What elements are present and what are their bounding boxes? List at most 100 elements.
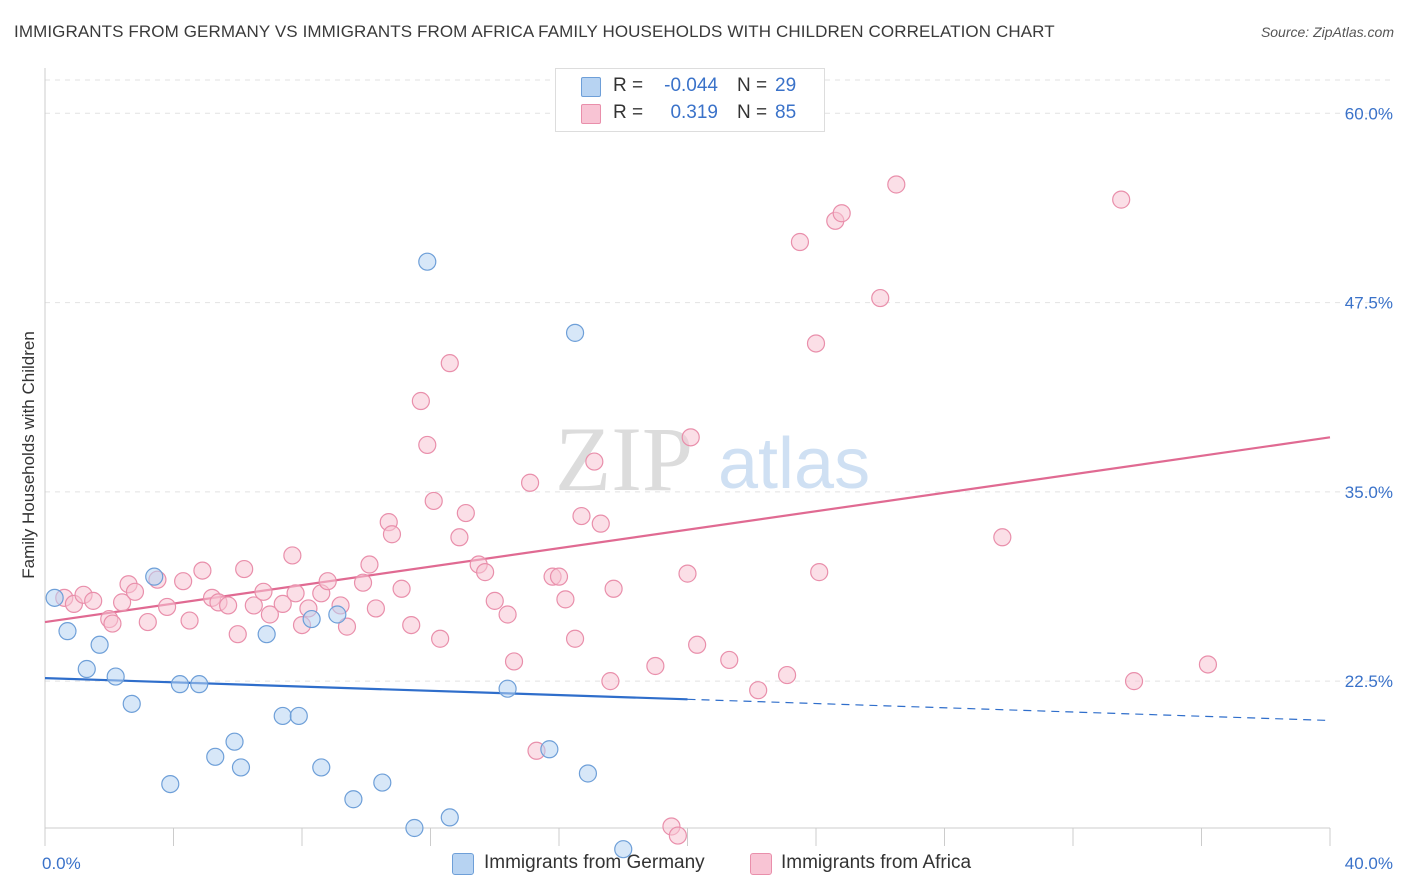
africa-point: [286, 584, 305, 603]
germany-point: [540, 740, 559, 759]
africa-point: [591, 514, 610, 533]
africa-point: [556, 590, 575, 609]
x-tick-label: 40.0%: [1345, 854, 1393, 873]
africa-point: [549, 567, 569, 586]
africa-point: [244, 596, 263, 615]
africa-point: [273, 594, 292, 614]
germany-point: [257, 625, 276, 644]
africa-point: [138, 612, 157, 632]
africa-point: [382, 525, 402, 544]
source-credit: Source: ZipAtlas.com: [1260, 24, 1394, 40]
germany-point: [170, 675, 190, 694]
series-legend: Immigrants from Germany Immigrants from …: [0, 852, 1406, 878]
watermark-zip: ZIP: [555, 408, 693, 510]
germany-point: [206, 747, 225, 766]
y-tick-label: 47.5%: [1345, 294, 1393, 313]
africa-point: [806, 334, 826, 353]
germany-point: [161, 774, 180, 794]
africa-point: [476, 563, 495, 582]
legend-row-africa: R = 0.319 N = 85: [556, 100, 824, 127]
africa-n-value: 85: [775, 102, 797, 123]
y-tick-label: 22.5%: [1345, 672, 1393, 691]
germany-point: [498, 679, 517, 698]
africa-point: [450, 528, 469, 547]
africa-point: [157, 597, 177, 617]
africa-point: [456, 503, 475, 523]
germany-trend-line: [44, 676, 688, 701]
africa-point: [993, 528, 1012, 547]
africa-point: [810, 563, 829, 582]
africa-point: [749, 681, 768, 700]
germany-point: [418, 252, 437, 271]
africa-point: [1112, 190, 1131, 209]
africa-point: [646, 656, 665, 676]
africa-point: [604, 579, 623, 598]
africa-point: [440, 354, 459, 373]
germany-trend-extension: [687, 698, 1331, 722]
africa-point: [219, 596, 238, 615]
africa-point: [318, 572, 337, 591]
y-tick-label: 60.0%: [1345, 104, 1393, 123]
germany-point: [312, 758, 331, 777]
germany-point: [77, 659, 96, 679]
africa-point: [125, 582, 145, 601]
africa-point: [353, 573, 373, 592]
germany-point: [373, 773, 392, 792]
legend-row-germany: R = -0.044 N = 29: [556, 73, 824, 100]
germany-point: [440, 808, 459, 827]
africa-point: [84, 591, 103, 610]
africa-point: [254, 582, 273, 601]
africa-point: [777, 665, 797, 685]
africa-point: [520, 473, 540, 492]
germany-point: [106, 667, 125, 686]
africa-point: [887, 175, 906, 194]
germany-point: [289, 706, 308, 726]
germany-point: [614, 840, 633, 859]
africa-point: [112, 593, 132, 612]
africa-point: [337, 617, 357, 636]
germany-point: [302, 609, 321, 629]
africa-point: [678, 564, 697, 583]
africa-point: [668, 826, 687, 845]
germany-r-label: R =: [613, 75, 644, 96]
africa-point: [1198, 655, 1218, 674]
africa-point: [431, 629, 450, 648]
data-points: [45, 175, 1218, 859]
africa-n-label: N =: [737, 102, 768, 123]
africa-point: [260, 605, 279, 624]
africa-point: [601, 672, 620, 691]
germany-point: [578, 764, 598, 783]
africa-point: [418, 435, 437, 455]
africa-point: [720, 650, 739, 670]
africa-point: [103, 614, 122, 633]
africa-r-value: 0.319: [670, 102, 718, 123]
africa-point: [871, 288, 890, 308]
africa-point: [832, 204, 851, 223]
tick-labels: 22.5% 35.0% 47.5% 60.0% 0.0% 40.0%: [42, 104, 1393, 873]
legend-germany-label: Immigrants from Germany: [484, 852, 705, 873]
germany-point: [45, 588, 64, 607]
africa-point: [360, 555, 379, 574]
africa-point: [392, 579, 411, 598]
y-tick-label: 35.0%: [1345, 483, 1393, 502]
africa-point: [402, 616, 421, 635]
germany-point: [231, 758, 251, 777]
germany-point: [225, 732, 244, 751]
africa-point: [585, 452, 604, 471]
germany-swatch: [581, 77, 601, 97]
x-tick-label: 0.0%: [42, 854, 81, 873]
y-axis-label: Family Households with Children: [19, 331, 38, 579]
africa-point: [485, 591, 504, 610]
legend-africa-swatch: [750, 853, 772, 875]
chart-title: IMMIGRANTS FROM GERMANY VS IMMIGRANTS FR…: [14, 22, 1055, 41]
germany-point: [328, 605, 347, 624]
africa-point: [174, 572, 193, 591]
germany-n-label: N =: [737, 75, 768, 96]
legend-africa-label: Immigrants from Africa: [781, 852, 972, 873]
africa-point: [366, 599, 385, 618]
africa-point: [790, 232, 810, 252]
africa-point: [681, 428, 700, 447]
germany-point: [273, 706, 292, 726]
africa-point: [572, 506, 591, 526]
